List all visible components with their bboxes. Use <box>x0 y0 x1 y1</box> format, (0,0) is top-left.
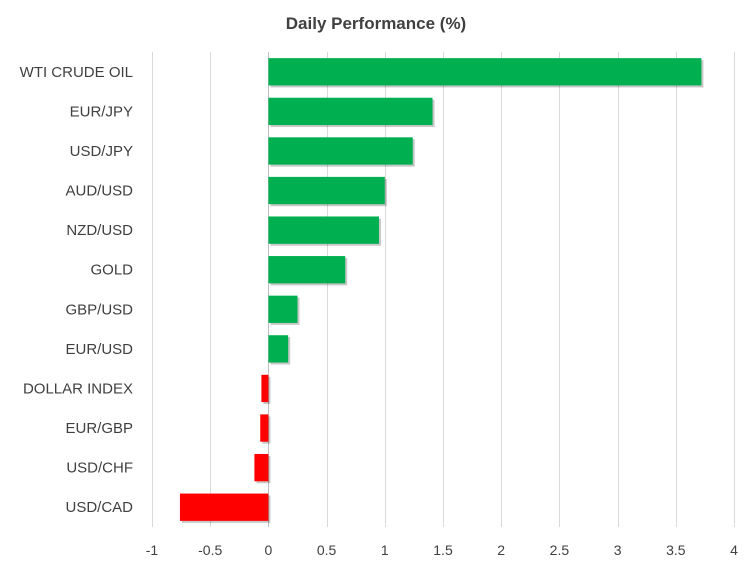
category-label-9: EUR/GBP <box>65 420 133 437</box>
x-tick-label-7: 2.5 <box>550 542 570 558</box>
bar-1 <box>268 97 433 126</box>
x-tick-label-3: 0.5 <box>317 542 337 558</box>
x-tick-label-5: 1.5 <box>433 542 453 558</box>
bar-6 <box>268 295 298 323</box>
chart-title: Daily Performance (%) <box>286 14 466 33</box>
bar-3 <box>268 176 385 205</box>
x-tick-label-10: 4 <box>730 542 738 558</box>
category-label-3: AUD/USD <box>65 183 133 200</box>
category-label-0: WTI CRUDE OIL <box>20 64 133 81</box>
category-label-4: NZD/USD <box>66 222 133 239</box>
bar-7 <box>268 335 289 363</box>
bar-9 <box>260 414 269 442</box>
category-label-6: GBP/USD <box>65 301 133 318</box>
x-tick-label-8: 3 <box>614 542 622 558</box>
x-tick-label-6: 2 <box>497 542 505 558</box>
x-axis-tick-labels: -1 -0.5 0 0.5 1 1.5 2 2.5 3 3.5 4 <box>146 542 738 558</box>
category-label-11: USD/CAD <box>65 499 133 516</box>
gridlines <box>152 52 735 527</box>
bar-2 <box>268 137 413 165</box>
bar-8 <box>261 374 269 403</box>
bar-10 <box>254 453 269 482</box>
x-tick-label-9: 3.5 <box>666 542 686 558</box>
x-tick-label-2: 0 <box>265 542 273 558</box>
bars <box>179 58 704 523</box>
bar-11 <box>179 493 269 521</box>
category-label-2: USD/JPY <box>70 143 133 160</box>
bar-5 <box>268 256 346 284</box>
category-labels: WTI CRUDE OIL EUR/JPY USD/JPY AUD/USD NZD/US… <box>20 64 134 516</box>
category-label-7: EUR/USD <box>65 341 133 358</box>
x-tick-label-4: 1 <box>381 542 389 558</box>
x-tick-label-0: -1 <box>146 542 159 558</box>
bar-4 <box>268 216 379 244</box>
bar-0 <box>268 58 702 86</box>
category-label-8: DOLLAR INDEX <box>23 380 133 397</box>
category-label-1: EUR/JPY <box>70 103 133 120</box>
category-label-10: USD/CHF <box>66 460 133 477</box>
x-tick-label-1: -0.5 <box>198 542 222 558</box>
category-label-5: GOLD <box>90 262 133 279</box>
